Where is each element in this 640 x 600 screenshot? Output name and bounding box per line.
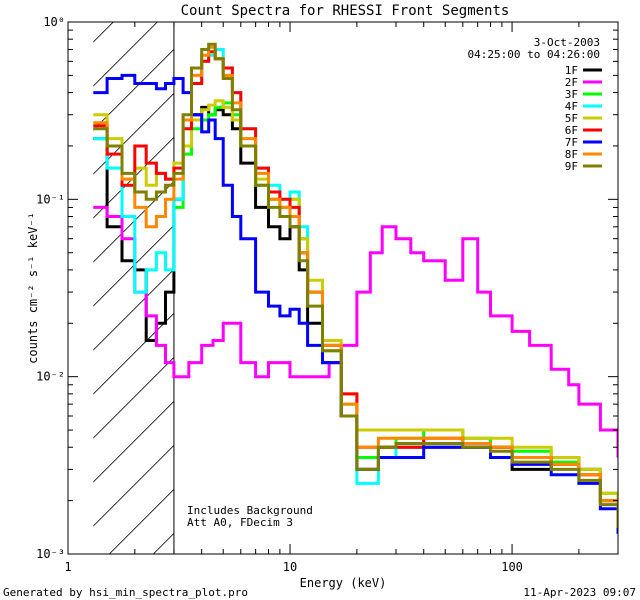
annotation-attenuator: Att A0, FDecim 3 (187, 516, 293, 529)
footer-timestamp: 11-Apr-2023 09:07 (523, 586, 636, 599)
legend-label-4F: 4F (565, 100, 578, 113)
hatch-line (0, 0, 137, 554)
hatch-line (93, 312, 174, 395)
y-axis-ticks: 10⁰ 10⁻¹ 10⁻² 10⁻³ (36, 15, 618, 561)
series-9F-line (93, 42, 618, 529)
x-tick-label: 10 (283, 560, 297, 574)
legend-label-2F: 2F (565, 76, 578, 89)
hatch-line (93, 268, 174, 351)
series-layer (93, 42, 618, 534)
y-tick-label: 10⁻¹ (36, 192, 65, 206)
plot-frame (67, 21, 619, 555)
chart-title: Count Spectra for RHESSI Front Segments (181, 3, 510, 19)
legend-label-9F: 9F (565, 160, 578, 173)
date-label: 3-Oct-2003 (534, 36, 600, 49)
legend-label-1F: 1F (565, 64, 578, 77)
legend-label-5F: 5F (565, 112, 578, 125)
hatch-line (93, 180, 174, 263)
hatch-line (93, 224, 174, 307)
series-8F-line (93, 45, 618, 523)
annotation-background: Includes Background (187, 504, 313, 517)
y-tick-label: 10⁻³ (36, 547, 65, 561)
hatch-line (93, 356, 174, 439)
hatch-line (0, 0, 93, 554)
legend-label-8F: 8F (565, 148, 578, 161)
x-axis-ticks: 1 10 100 (64, 22, 619, 574)
hatch-line (93, 136, 174, 219)
time-range-label: 04:25:00 to 04:26:00 (468, 48, 600, 61)
x-tick-label: 1 (64, 560, 71, 574)
legend-label-3F: 3F (565, 88, 578, 101)
y-tick-label: 10⁰ (43, 15, 65, 29)
y-tick-label: 10⁻² (36, 370, 65, 384)
x-axis-label: Energy (keV) (300, 576, 387, 590)
hatch-line (93, 444, 174, 527)
legend-label-7F: 7F (565, 136, 578, 149)
legend-label-6F: 6F (565, 124, 578, 137)
hatch-line (93, 22, 158, 87)
hatch-line (93, 48, 174, 131)
footer-generated-by: Generated by hsi_min_spectra_plot.pro (3, 586, 248, 599)
x-tick-label: 100 (501, 560, 523, 574)
hatch-line (93, 400, 174, 483)
hatched-region (0, 0, 174, 554)
y-axis-label: counts cm⁻² s⁻¹ keV⁻¹ (26, 212, 40, 364)
